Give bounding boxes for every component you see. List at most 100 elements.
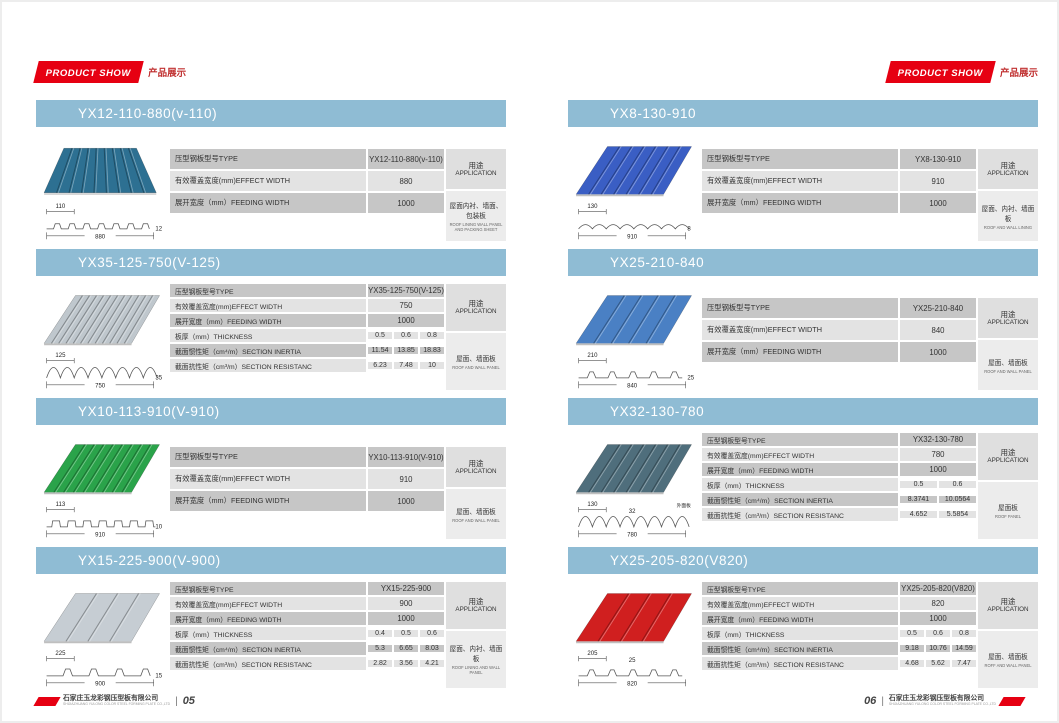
spec-table: 压型钢板型号TYPE YX10-113-910(V-910) 有效覆盖宽度(mm)… — [166, 447, 506, 539]
spec-value: 0.5 — [900, 481, 937, 488]
spec-label: 有效覆盖宽度(mm)EFFECT WIDTH — [702, 320, 898, 340]
spec-label: 压型钢板型号TYPE — [170, 447, 366, 467]
company-name-cn: 石家庄玉龙彩钢压型板有限公司 — [888, 695, 985, 703]
spec-value: 10 — [420, 362, 444, 369]
application-label-en: APPLICATION — [987, 457, 1029, 465]
dim-pitch: 205 — [587, 651, 598, 657]
spec-value: 13.85 — [394, 347, 418, 354]
spec-value: 1000 — [900, 342, 976, 362]
red-mark-icon — [998, 696, 1026, 706]
illustration-column: 125 35 750 — [36, 284, 166, 390]
application-usage-en: ROOF LINING WALL PANEL AND PACKING SHEET — [449, 221, 503, 233]
spec-value: 10.76 — [926, 645, 950, 652]
dim-pitch: 125 — [55, 353, 66, 359]
illustration-column: 130 8 910 — [568, 135, 698, 241]
spec-value: 0.5 — [900, 630, 924, 637]
product-section-yx25-205-820: YX25-205-820(V820) 205 25 820 压型钢板型号TYPE… — [568, 547, 1038, 688]
spec-label: 展开宽度（mm）FEEDING WIDTH — [170, 193, 366, 213]
spec-value: 1000 — [368, 314, 444, 327]
spec-table: 压型钢板型号TYPE YX15-225-900 有效覆盖宽度(mm)EFFECT … — [166, 582, 506, 688]
spec-label: 有效覆盖宽度(mm)EFFECT WIDTH — [170, 171, 366, 191]
application-usage-en: ROOF AND WALL PANEL — [984, 368, 1032, 374]
dim-width: 780 — [627, 532, 638, 538]
dim-height: 35 — [155, 376, 162, 382]
panel-illustration — [575, 444, 693, 495]
dim-pitch: 110 — [56, 204, 66, 210]
spec-value: 750 — [368, 299, 444, 312]
section-title-bar: YX32-130-780 — [568, 398, 1038, 425]
application-usage-cn: 屋面板 — [998, 504, 1018, 512]
page-number-left: 05 — [182, 695, 195, 707]
spec-value: YX15-225-900 — [368, 582, 444, 595]
spec-label: 截面抗性矩（cm³/m）SECTION RESISTANC — [170, 359, 366, 372]
company-name-en: SHIJIAZHUANG YULONG COLOR STEEL FORMING … — [63, 701, 171, 706]
spec-label: 板厚（mm）THICKNESS — [170, 627, 366, 640]
application-label-cn: 用途 — [468, 298, 484, 308]
application-usage-cn: 屋面、墙面板 — [456, 508, 496, 516]
panel-illustration — [43, 593, 161, 644]
spec-label: 截面惯性矩（cm⁴/m）SECTION INERTIA — [702, 493, 898, 506]
spec-label: 压型钢板型号TYPE — [702, 149, 898, 169]
profile-drawing: 130 32 外面板 780 — [578, 502, 692, 538]
dim-height: 25 — [687, 376, 694, 382]
spec-label: 截面抗性矩（cm³/m）SECTION RESISTANC — [170, 657, 366, 670]
spec-label: 压型钢板型号TYPE — [170, 582, 366, 595]
dim-width: 910 — [627, 234, 638, 240]
application-usage-en: ROFF AND WALL PANEL — [984, 662, 1032, 668]
spec-label: 展开宽度（mm）FEEDING WIDTH — [702, 463, 898, 476]
dim-pitch: 210 — [587, 353, 598, 359]
spec-label: 有效覆盖宽度(mm)EFFECT WIDTH — [170, 299, 366, 312]
product-section-yx12-110-880: YX12-110-880(v-110) 110 12 880 压型钢板型号TYP… — [36, 100, 506, 241]
spec-value: 880 — [368, 171, 444, 191]
badge-label: PRODUCT SHOW — [897, 68, 983, 79]
spec-table: 压型钢板型号TYPE YX25-205-820(V820) 有效覆盖宽度(mm)E… — [698, 582, 1038, 688]
spec-value: 910 — [368, 469, 444, 489]
spec-value: 18.83 — [420, 347, 444, 354]
application-usage-cn: 屋面、墙面板 — [988, 653, 1028, 661]
spec-label: 有效覆盖宽度(mm)EFFECT WIDTH — [170, 597, 366, 610]
product-section-yx15-225-900: YX15-225-900(V-900) 225 15 900 压型钢板型号TYP… — [36, 547, 506, 688]
profile-drawing: 110 12 880 — [46, 204, 163, 240]
spec-value: YX32-130-780 — [900, 433, 976, 446]
profile-drawing: 205 25 820 — [578, 651, 686, 687]
product-section-yx25-210-840: YX25-210-840 210 25 840 压型钢板型号TYPE YX25-2… — [568, 249, 1038, 390]
page-left: PRODUCT SHOW 产品展示 YX12-110-880(v-110) 11… — [33, 61, 506, 696]
profile-extra-label: 外面板 — [677, 502, 692, 509]
page-right: PRODUCT SHOW 产品展示 YX8-130-910 130 8 910 … — [568, 61, 1038, 696]
application-column: 用途 APPLICATION 屋面内衬、墙面、包装板 ROOF LINING WAL… — [446, 149, 506, 241]
spec-value: 4.652 — [900, 511, 937, 518]
spec-value: 6.65 — [394, 645, 418, 652]
spec-label: 压型钢板型号TYPE — [170, 284, 366, 297]
application-usage-en: ROOF AND WALL PANEL — [452, 364, 500, 370]
application-usage-en: ROOF PANEL — [994, 513, 1022, 519]
spec-label: 有效覆盖宽度(mm)EFFECT WIDTH — [702, 448, 898, 461]
application-label-en: APPLICATION — [987, 606, 1029, 614]
panel-illustration — [575, 146, 693, 197]
badge-label-cn: 产品展示 — [999, 68, 1038, 79]
dim-pitch: 130 — [587, 502, 598, 508]
panel-illustration — [43, 295, 161, 346]
application-label-cn: 用途 — [468, 458, 484, 468]
dim-height: 10 — [155, 525, 162, 531]
spec-value: 14.59 — [952, 645, 976, 652]
spec-value: 840 — [900, 320, 976, 340]
spec-value: 6.23 — [368, 362, 392, 369]
spec-label: 展开宽度（mm）FEEDING WIDTH — [702, 342, 898, 362]
panel-illustration — [43, 444, 161, 495]
spec-label: 展开宽度（mm）FEEDING WIDTH — [170, 612, 366, 625]
application-label-en: APPLICATION — [455, 467, 497, 475]
dim-pitch: 113 — [56, 502, 66, 508]
spec-value: 2.82 — [368, 660, 392, 667]
profile-drawing: 210 25 840 — [578, 353, 695, 389]
spec-value: 780 — [900, 448, 976, 461]
illustration-column: 130 32 外面板 780 — [568, 433, 698, 539]
spec-label: 展开宽度（mm）FEEDING WIDTH — [170, 314, 366, 327]
spec-label: 截面抗性矩（cm³/m）SECTION RESISTANC — [702, 508, 898, 521]
badge-label-cn: 产品展示 — [148, 68, 187, 79]
section-title-bar: YX8-130-910 — [568, 100, 1038, 127]
spec-value: 0.8 — [952, 630, 976, 637]
spec-value: 900 — [368, 597, 444, 610]
spec-value: 0.4 — [368, 630, 392, 637]
spec-label: 截面抗性矩（cm³/m）SECTION RESISTANC — [702, 657, 898, 670]
panel-illustration — [43, 147, 157, 195]
